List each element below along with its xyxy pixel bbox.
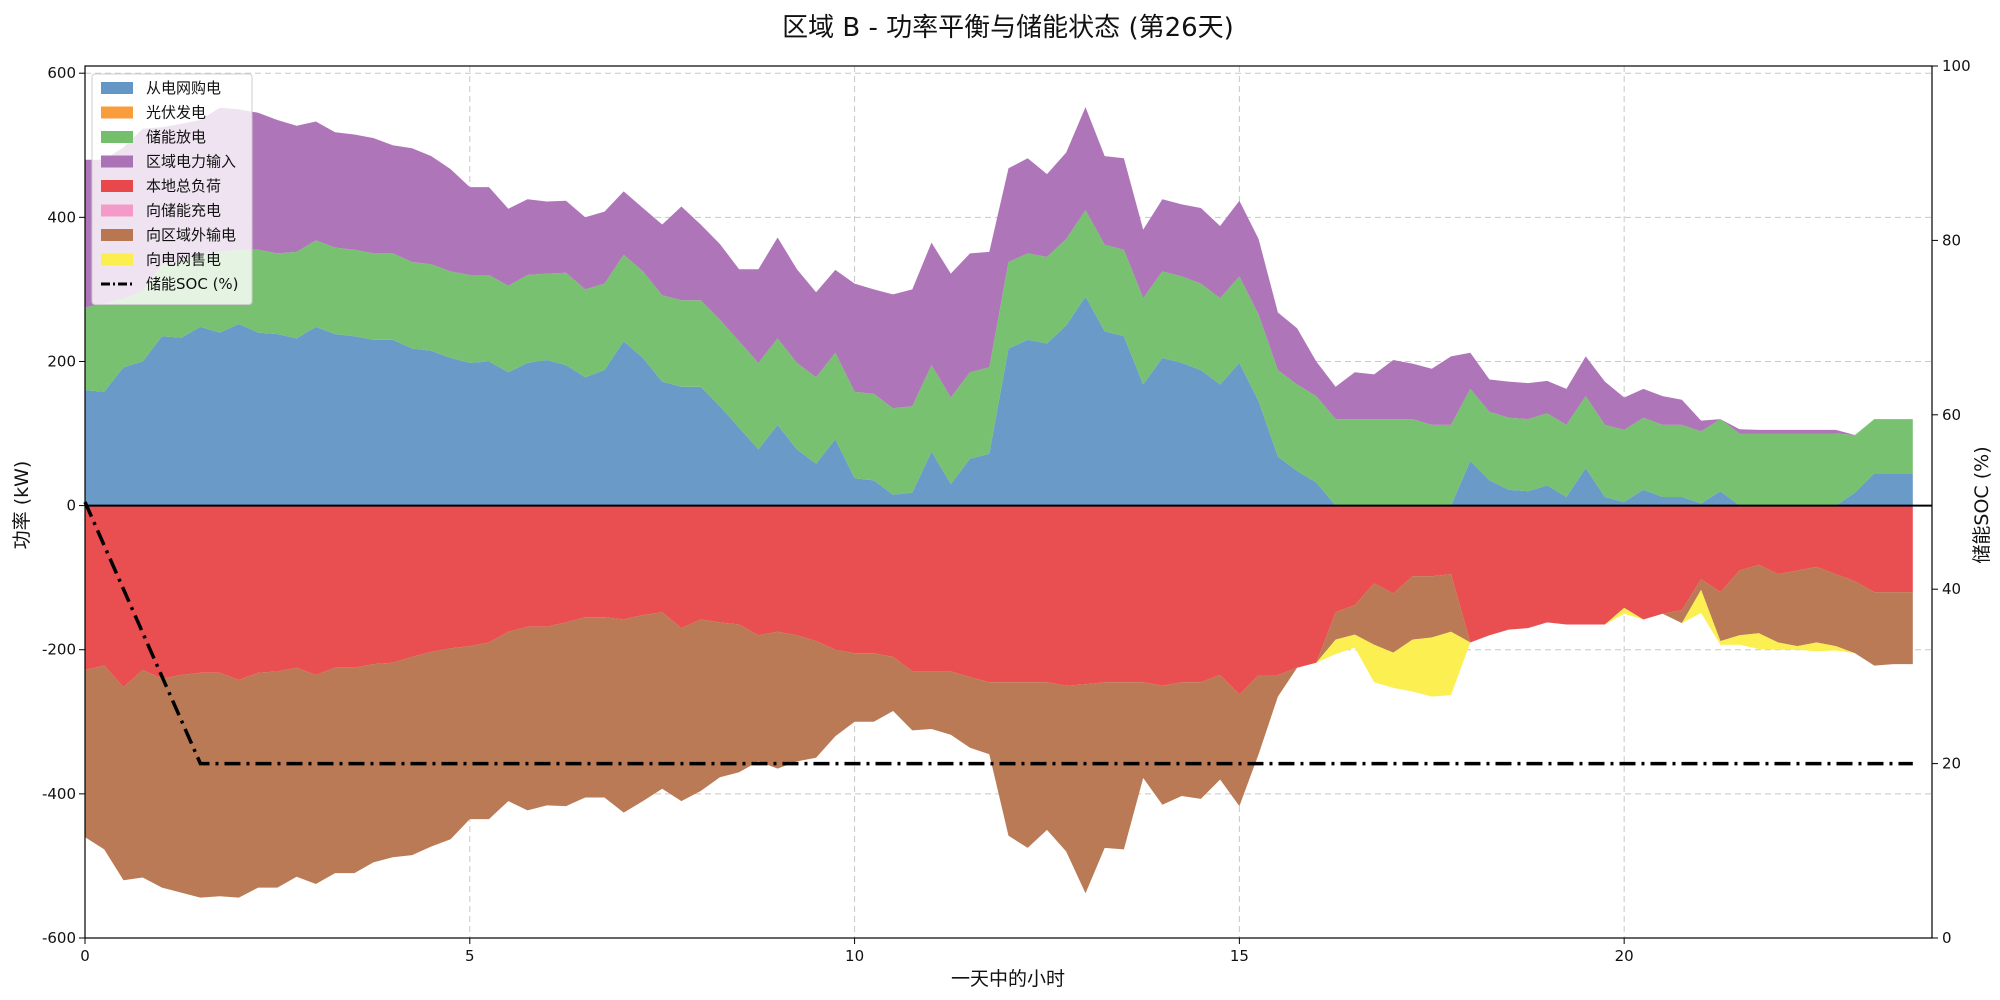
- y-axis-label: 功率 (kW): [11, 461, 33, 550]
- area-series-2: [85, 210, 1913, 506]
- area-series-0: [85, 296, 1913, 506]
- y-tick-label-5: 400: [47, 208, 76, 226]
- legend-swatch-7: [101, 253, 133, 266]
- y-tick-label-6: 600: [47, 64, 76, 82]
- plot-frame: [84, 65, 1933, 939]
- x-tick-label-3: 15: [1230, 947, 1249, 965]
- y-tick-label-0: -600: [42, 929, 76, 947]
- area-series: [85, 107, 1913, 898]
- legend-swatch-0: [101, 82, 133, 94]
- legend-swatch-1: [101, 106, 133, 119]
- legend-label-7: 向电网售电: [146, 251, 221, 269]
- axes: 0 5 10 15 20 -600 -400 -200 0 200 400 600 0 20 40 60 80 1…: [42, 57, 1971, 965]
- legend-label-4: 本地总负荷: [146, 177, 221, 195]
- legend-swatch-2: [101, 131, 133, 143]
- legend-swatch-6: [101, 229, 133, 241]
- soc-line: [83, 501, 1913, 766]
- y-tick-label-2: -200: [42, 641, 76, 659]
- x-tick-label-0: 0: [80, 947, 90, 965]
- legend-label-0: 从电网购电: [146, 79, 221, 97]
- y2-tick-label-4: 80: [1942, 231, 1961, 249]
- legend-label-5: 向储能充电: [146, 202, 221, 220]
- legend-label-2: 储能放电: [146, 128, 206, 146]
- legend-label-6: 向区域外输电: [146, 226, 236, 244]
- y-tick-label-4: 200: [47, 352, 76, 370]
- legend-swatch-3: [101, 155, 133, 168]
- y2-tick-label-5: 100: [1942, 57, 1971, 75]
- legend: 从电网购电光伏发电储能放电区域电力输入本地总负荷向储能充电向区域外输电向电网售电…: [91, 73, 253, 305]
- y2-axis-label: 储能SOC (%): [1971, 446, 1993, 563]
- legend-label-3: 区域电力输入: [146, 153, 236, 171]
- area-series-6: [85, 564, 1913, 898]
- y2-tick-label-0: 0: [1942, 929, 1952, 947]
- legend-swatch-5: [101, 204, 133, 217]
- legend-label-8: 储能SOC (%): [146, 275, 239, 293]
- x-axis-label: 一天中的小时: [951, 968, 1065, 990]
- y2-tick-label-2: 40: [1942, 580, 1961, 598]
- legend-label-1: 光伏发电: [146, 104, 206, 122]
- legend-swatch-4: [101, 180, 133, 192]
- x-tick-label-4: 20: [1615, 947, 1634, 965]
- x-tick-label-1: 5: [465, 947, 475, 965]
- y-tick-label-3: 0: [66, 497, 76, 515]
- y-tick-label-1: -400: [42, 785, 76, 803]
- area-series-7: [85, 589, 1913, 898]
- y2-tick-label-1: 20: [1942, 755, 1961, 773]
- x-tick-label-2: 10: [845, 947, 864, 965]
- soc-line-series: [83, 501, 1913, 766]
- area-series-3: [85, 107, 1913, 435]
- y2-tick-label-3: 60: [1942, 406, 1961, 424]
- area-series-4: [85, 505, 1913, 695]
- chart-title: 区域 B - 功率平衡与储能状态 (第26天): [782, 13, 1234, 43]
